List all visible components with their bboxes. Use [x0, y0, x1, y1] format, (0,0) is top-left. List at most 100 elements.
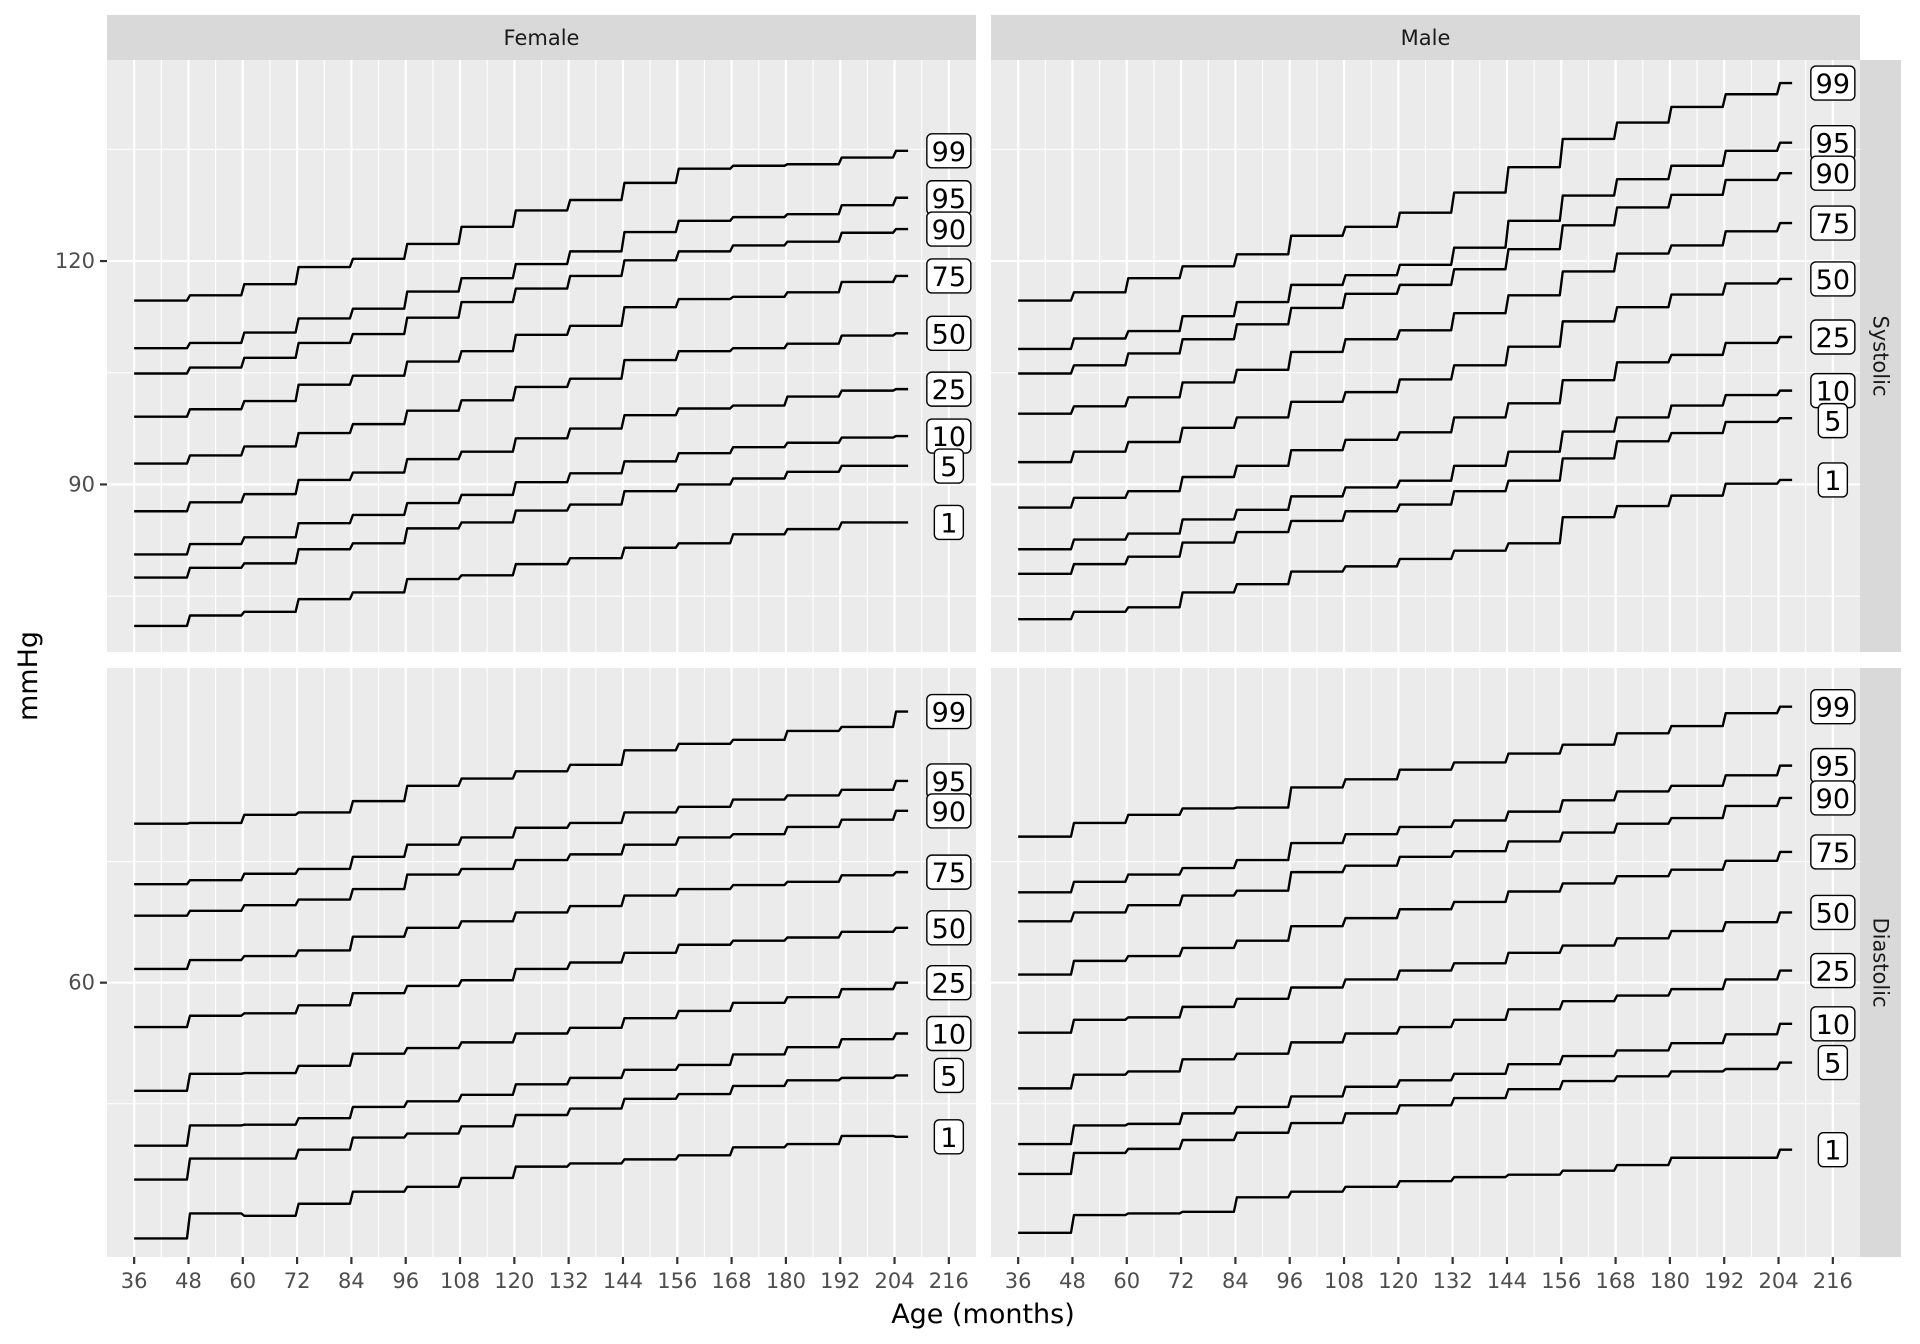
strip-diastolic [1860, 668, 1901, 1257]
percentile-label: 5 [1824, 1049, 1841, 1080]
x-tick-label: 204 [874, 1269, 914, 1293]
percentile-label: 50 [1816, 898, 1850, 929]
percentile-label-box [1817, 1044, 1849, 1081]
x-tick-label: 96 [392, 1269, 419, 1293]
x-tick-label: 48 [1059, 1269, 1086, 1293]
y-axis-title: mmHg [13, 631, 44, 721]
series-line-p50 [1018, 277, 1793, 464]
series-line-p5 [134, 1074, 909, 1181]
x-tick-label: 36 [1005, 1269, 1032, 1293]
percentile-label: 50 [932, 914, 966, 945]
y-tick-label: 120 [55, 249, 95, 273]
x-axis-title: Age (months) [891, 1299, 1075, 1330]
percentile-label-box [926, 793, 972, 829]
percentile-label: 95 [932, 184, 966, 215]
series-line-p10 [1018, 389, 1793, 551]
series-line-p99 [134, 710, 909, 825]
percentile-label-box [926, 693, 972, 730]
series-line-p90 [1018, 171, 1793, 375]
percentile-label-box [926, 910, 972, 946]
percentile-label-box [1810, 205, 1856, 241]
percentile-label-box [933, 1119, 965, 1155]
percentile-label: 99 [932, 137, 966, 168]
percentile-label: 1 [1824, 466, 1841, 497]
x-tick-label: 156 [657, 1269, 697, 1293]
percentile-label: 90 [1816, 784, 1850, 815]
series-line-p5 [1018, 1061, 1793, 1176]
series-line-p95 [1018, 764, 1793, 894]
series-line-p25 [1018, 335, 1793, 509]
percentile-label: 5 [940, 452, 957, 483]
series-line-p75 [1018, 221, 1793, 415]
series-line-p50 [1018, 911, 1793, 1034]
series-line-p99 [134, 149, 909, 302]
x-tick-label: 204 [1758, 1269, 1798, 1293]
x-tick-label: 168 [1596, 1269, 1636, 1293]
percentile-label-box [1810, 65, 1856, 101]
percentile-label-box [1810, 155, 1856, 191]
strip-label-female: Female [504, 26, 580, 50]
percentile-label-box [933, 504, 965, 541]
series-line-p25 [1018, 969, 1793, 1090]
series-line-p1 [1018, 1148, 1793, 1234]
percentile-label-box [926, 133, 972, 169]
percentile-label: 95 [1816, 129, 1850, 160]
percentile-label: 90 [932, 215, 966, 246]
percentile-label-box [926, 315, 972, 351]
x-tick-label: 108 [440, 1269, 480, 1293]
x-tick-label: 96 [1276, 1269, 1303, 1293]
series-line-p99 [1018, 81, 1793, 302]
percentile-label: 25 [932, 375, 966, 406]
x-tick-label: 108 [1324, 1269, 1364, 1293]
percentile-label: 75 [1816, 838, 1850, 869]
series-line-p1 [134, 1134, 909, 1240]
percentile-label: 75 [1816, 209, 1850, 240]
percentile-label-box [1817, 462, 1849, 498]
percentile-label-box [926, 1015, 972, 1052]
percentile-label-box [926, 964, 972, 1001]
percentile-label: 95 [932, 767, 966, 798]
series-line-p95 [134, 779, 909, 886]
series-line-p10 [134, 1032, 909, 1147]
percentile-label: 10 [1816, 377, 1850, 408]
series-line-p50 [134, 332, 909, 465]
x-tick-label: 48 [175, 1269, 202, 1293]
x-tick-label: 132 [1433, 1269, 1473, 1293]
x-tick-label: 192 [820, 1269, 860, 1293]
percentile-label-box [933, 1057, 965, 1094]
strip-male [991, 15, 1860, 60]
series-line-p90 [134, 809, 909, 917]
x-tick-label: 216 [1813, 1269, 1853, 1293]
strip-systolic [1860, 60, 1901, 652]
x-tick-label: 192 [1704, 1269, 1744, 1293]
percentile-label: 50 [1816, 265, 1850, 296]
percentile-label-box [1810, 834, 1856, 870]
percentile-label-box [926, 211, 972, 247]
series-line-p90 [1018, 796, 1793, 923]
x-tick-label: 72 [284, 1269, 311, 1293]
x-tick-label: 216 [929, 1269, 969, 1293]
x-tick-label: 144 [603, 1269, 643, 1293]
percentile-label-box [1810, 689, 1856, 725]
strip-label-diastolic: Diastolic [1869, 917, 1893, 1007]
series-line-p95 [134, 196, 909, 350]
percentile-label: 1 [940, 508, 957, 539]
percentile-label: 90 [1816, 159, 1850, 190]
percentile-label: 1 [940, 1123, 957, 1154]
percentile-label: 75 [932, 858, 966, 889]
percentile-label: 90 [932, 797, 966, 828]
series-line-p10 [134, 434, 909, 556]
percentile-label: 5 [1824, 407, 1841, 438]
series-line-p5 [134, 464, 909, 579]
x-tick-label: 84 [338, 1269, 365, 1293]
x-tick-label: 60 [1113, 1269, 1140, 1293]
percentile-label: 99 [1816, 69, 1850, 100]
percentile-label-box [1810, 1006, 1856, 1042]
y-tick-label: 60 [68, 971, 95, 995]
series-line-p99 [1018, 705, 1793, 838]
percentile-label: 25 [1816, 957, 1850, 988]
x-tick-label: 132 [549, 1269, 589, 1293]
